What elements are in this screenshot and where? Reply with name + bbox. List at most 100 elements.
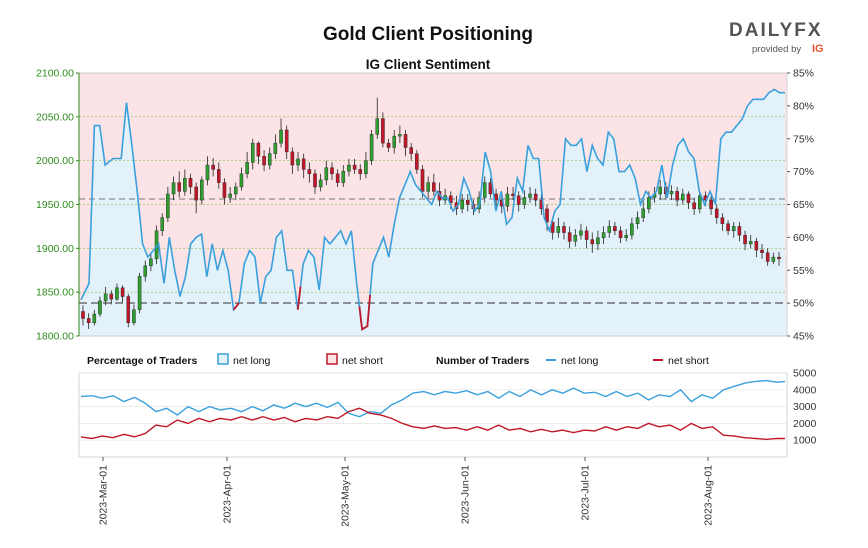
candle-body [177,182,181,192]
candle-body [301,158,306,170]
candle-body [284,129,289,153]
candle-body [533,193,538,201]
net-short-traders-line [80,407,785,441]
percent-axis: 85% 80% 75% 70% 65% 60% 55% 50% 45% [787,68,814,343]
candle-body [98,300,102,315]
candle-body [466,199,470,205]
candle-body [324,167,329,181]
net-short-pct-segments [232,286,371,331]
candle-body [567,232,572,242]
candle-body [658,186,662,195]
candle-body [731,226,736,232]
candle-body [132,309,136,324]
candle-body [420,169,425,192]
candle-body [698,195,702,210]
candle-body [143,265,148,277]
legend-pct-long: net long [233,355,271,367]
candle-body [183,177,187,192]
traders-tick-label: 4000 [793,384,817,396]
candle-body [115,287,119,300]
candle-body [528,193,532,198]
candle-body [188,177,193,188]
price-axis: 2100.00 2050.00 2000.00 1950.00 1900.00 1850.… [36,68,80,343]
candle-body [754,241,759,251]
candle-body [669,191,674,195]
percent-tick-label: 55% [793,265,814,277]
net-long-pct-line [80,88,785,331]
chart-title: Gold Client Positioning [323,24,533,45]
candle-body [200,179,204,201]
candle-body [647,197,651,210]
percent-tick-label: 65% [793,199,814,211]
candle-body [516,195,521,205]
candle-body [748,241,753,245]
candle-body [692,202,696,210]
candle-body [635,217,640,224]
candle-body [171,182,176,195]
candle-body [720,217,725,224]
candle-body [596,237,600,245]
candle-body [681,193,685,201]
traders-count-panel: 5000 4000 3000 2000 1000 2023-Mar-01 2023-Apr… [78,368,817,527]
candle-body [403,134,408,148]
candle-body [562,226,566,233]
candle-body [166,193,170,218]
candle-body [267,153,272,166]
price-candles [81,97,781,329]
bottom-gridlines [79,372,787,441]
candle-body [109,293,114,300]
candle-body [601,232,606,239]
candle-body [556,226,561,233]
percent-tick-label: 70% [793,166,814,178]
candle-body [369,134,374,161]
percent-tick-label: 45% [793,331,814,343]
candle-body [290,151,295,166]
candle-body [505,193,510,207]
percent-tick-label: 85% [793,68,814,80]
candle-body [743,234,747,245]
percent-tick-label: 50% [793,298,814,310]
price-tick-label: 1900.00 [36,243,74,255]
candle-body [318,179,323,188]
candle-body [352,164,357,170]
candle-body [426,182,430,192]
percent-tick-label: 80% [793,100,814,112]
candle-body [573,234,578,242]
candle-body [205,164,210,181]
candle-body [386,142,391,148]
candle-body [341,170,346,183]
date-tick-label: 2023-May-01 [340,465,352,527]
candle-body [460,199,464,210]
candle-body [250,142,255,163]
candle-body [137,276,142,310]
date-tick-label: 2023-Jun-01 [460,465,472,524]
candle-body [381,118,385,144]
candle-body [262,156,266,166]
candle-body [737,226,742,236]
candle-body [488,182,493,195]
candle-body [432,182,436,192]
candle-body [675,191,679,201]
legend-pct-long-swatch [217,353,229,365]
price-tick-label: 2000.00 [36,155,74,167]
candle-body [364,160,368,175]
candle-body [545,208,549,223]
percent-tick-label: 75% [793,133,814,145]
percent-tick-label: 60% [793,232,814,244]
date-axis: 2023-Mar-01 2023-Apr-01 2023-May-01 2023-Ju… [98,457,715,527]
traders-tick-label: 1000 [793,435,817,447]
legend-pct-short-swatch [326,353,338,365]
candle-body [584,230,589,240]
brand-name: DAILYFX [729,20,823,41]
candle-body [92,313,97,324]
candle-body [630,223,634,236]
traders-tick-label: 2000 [793,418,817,430]
candle-body [375,118,380,135]
chart-subtitle: IG Client Sentiment [366,57,491,72]
candle-body [618,230,623,239]
candle-body [777,256,781,260]
price-sentiment-panel: 2100.00 2050.00 2000.00 1950.00 1900.00 1850.… [36,68,814,343]
legend-num-long: net long [561,355,599,367]
legend-num-header: Number of Traders [436,355,530,367]
